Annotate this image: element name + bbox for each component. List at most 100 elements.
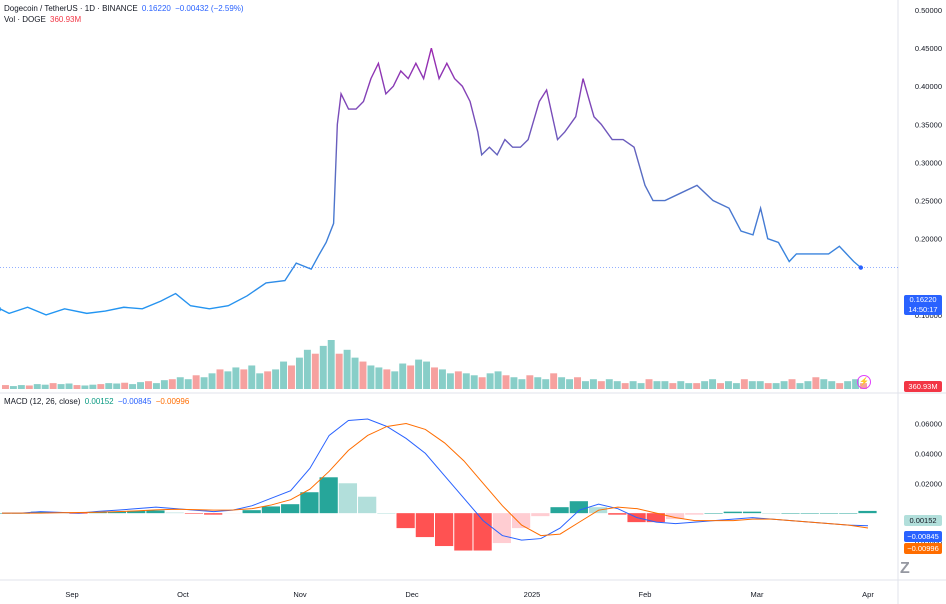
x-tick-label: 2025 (524, 590, 541, 599)
macd-histogram-bar (569, 501, 588, 514)
volume-bar (327, 340, 335, 389)
macd-histogram-bar (435, 513, 454, 547)
volume-bar (415, 359, 423, 389)
y-tick-label: 0.25000 (915, 197, 942, 206)
volume-bar (454, 371, 462, 389)
volume-bar (820, 379, 828, 389)
macd-legend: MACD (12, 26, close) 0.00152 −0.00845 −0… (4, 397, 191, 407)
price-line (0, 47, 862, 316)
volume-bar (73, 385, 81, 389)
macd-histogram-bar (377, 513, 396, 514)
y-tick-label: 0.10000 (915, 311, 942, 320)
volume-bar (629, 381, 637, 389)
macd-histogram-bar (819, 513, 839, 514)
volume-bar (423, 361, 431, 389)
volume-bar (216, 369, 224, 389)
macd-histogram-bar (184, 513, 204, 514)
macd-hist-badge: 0.00152 (904, 515, 942, 526)
volume-bar (788, 379, 796, 389)
volume-bar (677, 381, 685, 389)
x-tick-label: Sep (65, 590, 78, 599)
x-tick-label: Apr (862, 590, 874, 599)
volume-bar (168, 379, 176, 389)
macd-histogram-bar (511, 513, 531, 529)
volume-bar (581, 381, 589, 389)
volume-bar (25, 385, 33, 389)
volume-bar (589, 379, 597, 389)
volume-bar (812, 377, 820, 389)
volume-bar (288, 365, 295, 389)
volume-value: 360.93M (50, 15, 82, 24)
volume-bar (17, 385, 25, 389)
macd-histogram-bar (300, 492, 319, 514)
macd-histogram-bar (665, 513, 685, 520)
volume-bar (645, 379, 653, 389)
volume-bar (438, 369, 446, 389)
volume-bar (335, 353, 343, 389)
volume-bar (550, 373, 558, 389)
macd-line-badge: −0.00845 (904, 531, 942, 542)
macd-histogram-bar (127, 510, 146, 514)
volume-bar (852, 379, 860, 389)
volume-bar (121, 382, 129, 389)
y-tick-label: 0.20000 (915, 235, 942, 244)
y-tick-label: 0.30000 (915, 158, 942, 167)
volume-bar (240, 369, 248, 389)
volume-bar (542, 379, 550, 389)
volume-bar (844, 381, 852, 389)
volume-bar (709, 379, 717, 389)
macd-histogram-bar (492, 513, 511, 544)
volume-label: Vol · DOGE (4, 15, 46, 24)
volume-bar (526, 375, 534, 389)
volume-bar (81, 385, 89, 389)
volume-bar (510, 377, 518, 389)
volume-bar (152, 383, 160, 389)
macd-histogram-bar (204, 513, 223, 515)
volume-bar (796, 383, 804, 389)
volume-bar (566, 379, 574, 389)
volume-bar (772, 383, 780, 389)
volume-bar (272, 369, 280, 389)
volume-bar (605, 379, 613, 389)
x-tick-label: Feb (639, 590, 652, 599)
volume-bar (470, 375, 478, 389)
volume-bar (192, 375, 200, 389)
macd-histogram-bar (30, 511, 50, 514)
volume-bar (232, 367, 240, 389)
volume-bar (41, 384, 49, 389)
y-tick-label: 0.40000 (915, 82, 942, 91)
volume-bar (9, 386, 17, 389)
volume-bar (208, 373, 216, 389)
volume-bar (383, 369, 391, 389)
macd-histogram-bar (165, 512, 184, 514)
volume-bar (57, 384, 65, 389)
volume-bar (740, 379, 748, 389)
volume-bar (160, 380, 168, 389)
volume-bar (621, 383, 629, 389)
y-tick-label: 0.45000 (915, 44, 942, 53)
macd-histogram-bar (358, 496, 377, 514)
volume-bar (303, 349, 311, 389)
volume-bar (391, 371, 399, 389)
volume-bar (343, 349, 351, 389)
macd-histogram-bar (858, 510, 877, 514)
volume-bar (828, 381, 836, 389)
macd-histogram-bar (742, 511, 762, 514)
macd-histogram-bar (473, 513, 492, 551)
volume-bar (804, 381, 812, 389)
price-badge: 0.16220 14:50:17 (904, 295, 942, 315)
macd-histogram-bar (550, 507, 569, 514)
volume-bar (2, 385, 9, 389)
volume-bar (637, 383, 645, 389)
volume-bar (375, 367, 383, 389)
volume-bar (574, 377, 581, 389)
lightning-icon[interactable]: ⚡ (857, 375, 871, 389)
last-price: 0.16220 (141, 4, 171, 13)
volume-bar (836, 383, 844, 389)
macd-label: MACD (12, 26, close) (4, 397, 81, 406)
volume-bar (462, 373, 470, 389)
symbol-title: Dogecoin / TetherUS · 1D · BINANCE (4, 4, 138, 13)
volume-bar (558, 377, 566, 389)
macd-histogram-bar (685, 513, 704, 515)
